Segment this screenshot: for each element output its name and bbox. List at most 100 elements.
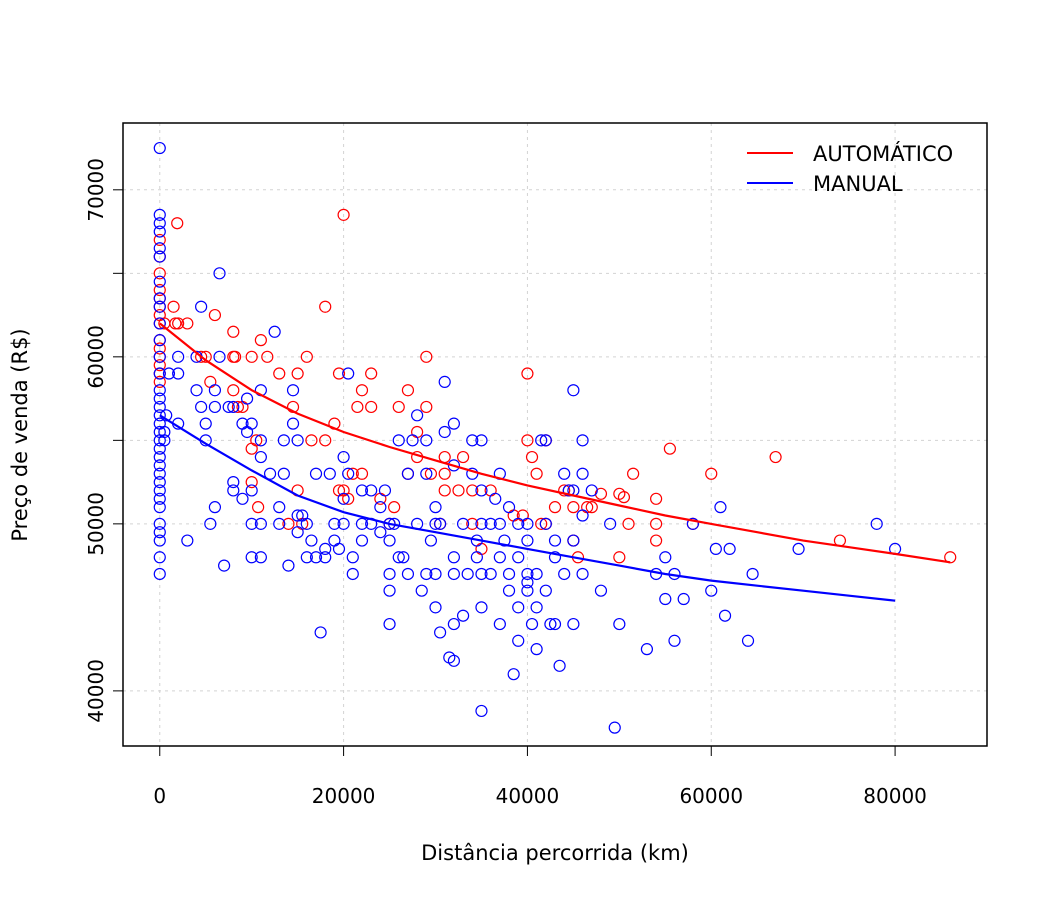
point-1-217 xyxy=(709,542,722,556)
y-tick-label-0: 40000 xyxy=(84,659,108,723)
point-1-90 xyxy=(319,551,332,564)
point-1-204 xyxy=(594,584,608,597)
point-1-64 xyxy=(245,517,258,530)
point-1-192 xyxy=(558,467,571,480)
point-1-143 xyxy=(447,617,460,631)
point-1-169 xyxy=(507,668,520,681)
point-0-18 xyxy=(172,317,185,330)
point-1-43 xyxy=(195,300,208,313)
point-0-33 xyxy=(250,434,263,447)
point-1-127 xyxy=(420,467,433,480)
point-0-72 xyxy=(438,467,451,480)
point-1-199 xyxy=(576,434,589,447)
point-1-147 xyxy=(461,567,474,581)
point-1-125 xyxy=(415,584,428,597)
point-1-113 xyxy=(383,567,396,581)
point-1-184 xyxy=(539,434,552,447)
point-0-106 xyxy=(663,442,676,455)
point-0-37 xyxy=(273,367,286,380)
point-1-190 xyxy=(548,617,562,631)
point-1-69 xyxy=(254,551,267,564)
point-1-96 xyxy=(337,450,350,464)
point-1-108 xyxy=(374,526,387,539)
point-1-211 xyxy=(659,592,672,606)
point-1-62 xyxy=(245,417,258,430)
point-1-183 xyxy=(535,434,548,447)
point-1-50 xyxy=(208,501,222,514)
point-0-86 xyxy=(535,517,548,530)
point-1-132 xyxy=(429,567,442,581)
point-0-26 xyxy=(229,350,242,363)
point-1-38 xyxy=(172,367,185,380)
point-0-11 xyxy=(153,359,166,372)
point-1-3 xyxy=(153,225,166,238)
y-axis: 40000 50000 60000 70000 xyxy=(84,158,123,723)
point-1-120 xyxy=(401,567,415,581)
point-1-75 xyxy=(277,434,290,447)
point-1-54 xyxy=(222,400,235,414)
point-1-23 xyxy=(153,467,166,480)
point-0-16 xyxy=(169,317,182,330)
point-0-19 xyxy=(181,317,194,330)
point-0-31 xyxy=(245,442,258,455)
point-1-30 xyxy=(153,534,166,547)
point-1-159 xyxy=(484,567,497,581)
point-1-101 xyxy=(346,567,359,581)
x-tick-label-0: 0 xyxy=(153,784,166,808)
point-1-93 xyxy=(328,517,341,530)
point-1-197 xyxy=(567,534,580,547)
point-1-82 xyxy=(291,526,304,539)
point-1-142 xyxy=(447,567,460,581)
point-0-78 xyxy=(475,542,488,556)
point-0-100 xyxy=(622,517,635,530)
point-1-79 xyxy=(286,417,300,430)
point-0-109 xyxy=(769,450,782,464)
point-1-219 xyxy=(718,609,732,622)
point-0-90 xyxy=(558,484,571,497)
point-1-218 xyxy=(714,501,727,514)
point-1-26 xyxy=(153,492,166,505)
point-1-123 xyxy=(411,409,424,422)
point-1-51 xyxy=(213,267,226,280)
point-1-139 xyxy=(447,417,460,430)
point-1-198 xyxy=(567,617,580,631)
point-1-154 xyxy=(475,517,488,530)
point-1-220 xyxy=(723,542,736,556)
point-1-172 xyxy=(512,601,525,614)
point-1-193 xyxy=(558,567,571,581)
point-0-92 xyxy=(567,501,580,514)
x-tick-label-2: 40000 xyxy=(496,784,560,808)
point-1-98 xyxy=(337,517,350,530)
point-0-49 xyxy=(337,208,350,221)
y-tick-label-1: 50000 xyxy=(84,492,108,556)
legend: AUTOMÁTICO MANUAL xyxy=(747,141,953,196)
point-1-170 xyxy=(512,517,525,530)
point-1-129 xyxy=(424,534,438,547)
point-1-63 xyxy=(245,484,258,497)
point-1-58 xyxy=(236,492,249,505)
point-0-34 xyxy=(252,501,265,514)
point-1-27 xyxy=(153,501,166,514)
point-1-176 xyxy=(521,567,534,581)
point-1-215 xyxy=(686,517,699,530)
point-1-173 xyxy=(512,634,525,647)
point-0-54 xyxy=(351,400,364,414)
point-0-30 xyxy=(245,350,258,363)
point-0-28 xyxy=(231,400,244,414)
point-1-77 xyxy=(282,559,295,572)
point-0-0 xyxy=(153,233,166,247)
point-0-2 xyxy=(153,267,166,280)
x-axis-title: Distância percorrida (km) xyxy=(421,841,689,865)
point-1-222 xyxy=(746,567,759,581)
point-1-44 xyxy=(195,400,208,414)
point-1-224 xyxy=(870,517,883,530)
point-1-10 xyxy=(153,334,166,347)
y-tick-label-2: 60000 xyxy=(84,325,108,389)
point-0-69 xyxy=(424,467,438,480)
point-1-84 xyxy=(300,551,313,564)
point-0-68 xyxy=(420,400,433,414)
point-1-55 xyxy=(227,400,240,414)
point-1-97 xyxy=(337,492,350,505)
point-0-45 xyxy=(319,434,332,447)
point-1-148 xyxy=(466,434,479,447)
